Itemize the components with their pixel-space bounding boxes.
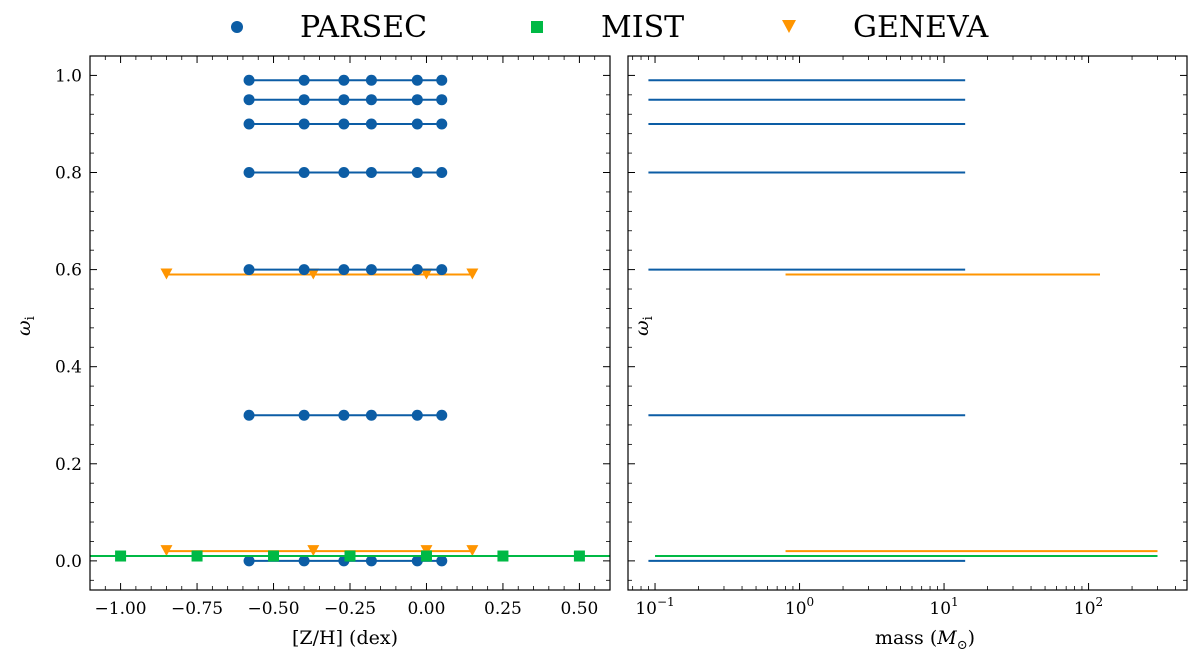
legend-entry-parsec: PARSEC bbox=[231, 10, 427, 45]
parsec-point bbox=[365, 264, 377, 276]
parsec-point bbox=[338, 94, 350, 106]
legend-entry-mist: MIST bbox=[531, 10, 684, 45]
legend-marker-geneva bbox=[782, 20, 796, 33]
parsec-point bbox=[298, 264, 310, 276]
right-series bbox=[648, 79, 1158, 562]
parsec-point bbox=[436, 74, 448, 86]
parsec-point bbox=[243, 409, 255, 421]
left-x-tick-label: 0.50 bbox=[560, 599, 598, 619]
legend-label-parsec: PARSEC bbox=[300, 10, 427, 45]
left-y-tick-label: 0.2 bbox=[55, 455, 82, 475]
parsec-point bbox=[411, 264, 423, 276]
parsec-point bbox=[411, 94, 423, 106]
mist-point bbox=[115, 550, 127, 562]
legend-marker-parsec bbox=[231, 21, 243, 33]
left-x-tick-label: −0.25 bbox=[324, 599, 376, 619]
legend-marker-mist bbox=[531, 21, 543, 33]
legend-entry-geneva: GENEVA bbox=[782, 10, 989, 45]
parsec-point bbox=[298, 167, 310, 179]
mist-point bbox=[573, 550, 585, 562]
parsec-point bbox=[243, 264, 255, 276]
left-y-tick-label: 0.6 bbox=[55, 261, 82, 281]
parsec-point bbox=[436, 118, 448, 130]
geneva-point bbox=[160, 545, 173, 557]
right-x-tick-label: 101 bbox=[929, 595, 958, 619]
parsec-point bbox=[365, 74, 377, 86]
parsec-point bbox=[411, 118, 423, 130]
parsec-point bbox=[243, 94, 255, 106]
left-x-axis-label: [Z/H] (dex) bbox=[292, 627, 398, 649]
left-series bbox=[90, 74, 610, 567]
parsec-point bbox=[365, 167, 377, 179]
left-y-tick-label: 0.0 bbox=[55, 552, 82, 572]
legend-label-mist: MIST bbox=[601, 10, 684, 45]
parsec-point bbox=[338, 118, 350, 130]
left-x-tick-label: 0.00 bbox=[408, 599, 446, 619]
parsec-point bbox=[436, 264, 448, 276]
parsec-point bbox=[338, 167, 350, 179]
right-x-axis-label: mass (M⊙) bbox=[875, 627, 975, 653]
right-x-tick-label: 10−1 bbox=[635, 595, 674, 619]
mist-point bbox=[497, 550, 509, 562]
legend-label-geneva: GENEVA bbox=[853, 10, 989, 45]
left-x-tick-label: −0.75 bbox=[171, 599, 223, 619]
parsec-point bbox=[365, 409, 377, 421]
left-y-tick-label: 0.8 bbox=[55, 164, 82, 184]
geneva-point bbox=[466, 268, 479, 280]
right-axis-ticks: 10−1 100 101 102 bbox=[628, 56, 1187, 619]
left-y-axis-label: ωi bbox=[13, 316, 38, 336]
mist-point bbox=[420, 550, 432, 562]
parsec-point bbox=[411, 409, 423, 421]
parsec-point bbox=[411, 555, 423, 567]
parsec-point bbox=[298, 74, 310, 86]
left-panel: −1.00 −0.75 −0.50 −0.25 0.00 0.25 0.50 0.0 0.2 0.… bbox=[13, 55, 611, 649]
left-axis-ticks: −1.00 −0.75 −0.50 −0.25 0.00 0.25 0.50 0.0 0.2 0.… bbox=[55, 56, 610, 619]
parsec-point bbox=[365, 118, 377, 130]
parsec-point bbox=[411, 74, 423, 86]
geneva-point bbox=[307, 545, 320, 557]
right-x-tick-label: 100 bbox=[785, 595, 814, 619]
parsec-point bbox=[338, 74, 350, 86]
right-y-axis-label: ωi bbox=[631, 316, 656, 336]
parsec-point bbox=[436, 555, 448, 567]
parsec-point bbox=[365, 94, 377, 106]
parsec-point bbox=[298, 94, 310, 106]
parsec-point bbox=[338, 409, 350, 421]
parsec-point bbox=[436, 167, 448, 179]
left-y-tick-label: 1.0 bbox=[55, 66, 82, 86]
legend: PARSEC MIST GENEVA bbox=[231, 10, 989, 45]
parsec-point bbox=[365, 555, 377, 567]
parsec-point bbox=[436, 94, 448, 106]
parsec-point bbox=[338, 264, 350, 276]
geneva-point bbox=[420, 268, 433, 280]
geneva-point bbox=[466, 545, 479, 557]
parsec-point bbox=[298, 409, 310, 421]
mist-point bbox=[268, 550, 280, 562]
parsec-point bbox=[243, 555, 255, 567]
left-x-tick-label: 0.25 bbox=[484, 599, 522, 619]
parsec-point bbox=[411, 167, 423, 179]
mist-point bbox=[191, 550, 203, 562]
left-x-tick-label: −1.00 bbox=[95, 599, 147, 619]
mist-point bbox=[344, 550, 356, 562]
right-plot-frame bbox=[627, 55, 1188, 591]
geneva-point bbox=[160, 268, 173, 280]
parsec-point bbox=[243, 118, 255, 130]
left-x-tick-label: −0.50 bbox=[247, 599, 299, 619]
parsec-point bbox=[298, 118, 310, 130]
left-plot-frame bbox=[89, 55, 611, 591]
parsec-point bbox=[436, 409, 448, 421]
parsec-point bbox=[243, 167, 255, 179]
parsec-point bbox=[298, 555, 310, 567]
left-y-tick-label: 0.4 bbox=[55, 358, 82, 378]
right-panel: 10−1 100 101 102 mass (M⊙) ωi bbox=[627, 55, 1188, 653]
parsec-point bbox=[243, 74, 255, 86]
geneva-point bbox=[307, 268, 320, 280]
right-x-tick-label: 102 bbox=[1074, 595, 1103, 619]
